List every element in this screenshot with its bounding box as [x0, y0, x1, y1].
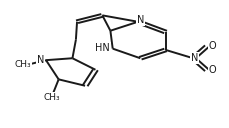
- Text: N: N: [36, 55, 44, 65]
- Text: CH₃: CH₃: [15, 60, 31, 69]
- Text: HN: HN: [95, 43, 109, 53]
- Text: O: O: [208, 65, 216, 75]
- Text: N: N: [190, 53, 197, 63]
- Text: O: O: [208, 41, 216, 51]
- Text: N: N: [136, 15, 143, 25]
- Text: CH₃: CH₃: [43, 93, 60, 102]
